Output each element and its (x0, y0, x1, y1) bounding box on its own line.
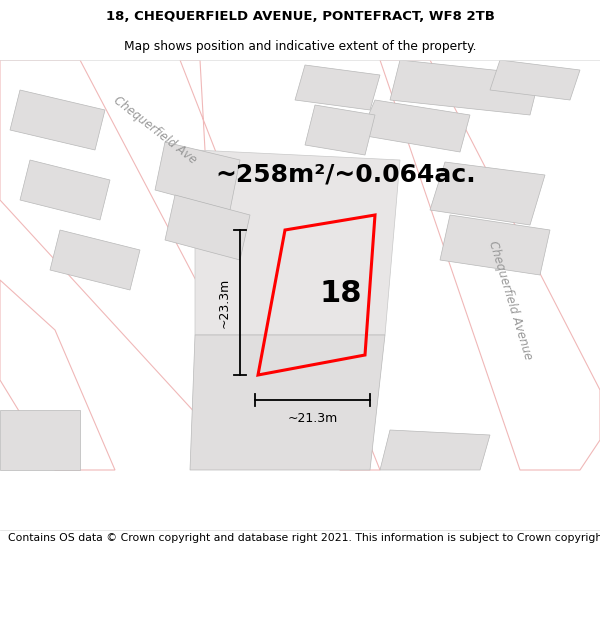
Text: ~23.3m: ~23.3m (218, 278, 230, 328)
Polygon shape (50, 230, 140, 290)
Polygon shape (10, 90, 105, 150)
Text: Chequerfield Ave: Chequerfield Ave (111, 94, 199, 166)
Polygon shape (390, 60, 540, 115)
Polygon shape (190, 335, 385, 470)
Polygon shape (20, 160, 110, 220)
Polygon shape (180, 60, 380, 470)
Text: 18: 18 (320, 279, 362, 308)
Text: ~21.3m: ~21.3m (287, 411, 338, 424)
Text: 18, CHEQUERFIELD AVENUE, PONTEFRACT, WF8 2TB: 18, CHEQUERFIELD AVENUE, PONTEFRACT, WF8… (106, 10, 494, 23)
Polygon shape (0, 410, 80, 470)
Polygon shape (155, 142, 240, 210)
Polygon shape (380, 430, 490, 470)
Polygon shape (165, 195, 250, 260)
Text: Contains OS data © Crown copyright and database right 2021. This information is : Contains OS data © Crown copyright and d… (8, 533, 600, 543)
Polygon shape (295, 65, 380, 110)
Polygon shape (430, 162, 545, 225)
Polygon shape (195, 150, 400, 335)
Polygon shape (0, 280, 115, 470)
Polygon shape (440, 215, 550, 275)
Text: Map shows position and indicative extent of the property.: Map shows position and indicative extent… (124, 40, 476, 53)
Polygon shape (490, 60, 580, 100)
Text: Chequerfield Avenue: Chequerfield Avenue (485, 239, 535, 361)
Polygon shape (0, 60, 280, 440)
Polygon shape (360, 100, 470, 152)
Polygon shape (305, 105, 375, 155)
Text: ~258m²/~0.064ac.: ~258m²/~0.064ac. (215, 163, 476, 187)
Polygon shape (380, 60, 600, 470)
